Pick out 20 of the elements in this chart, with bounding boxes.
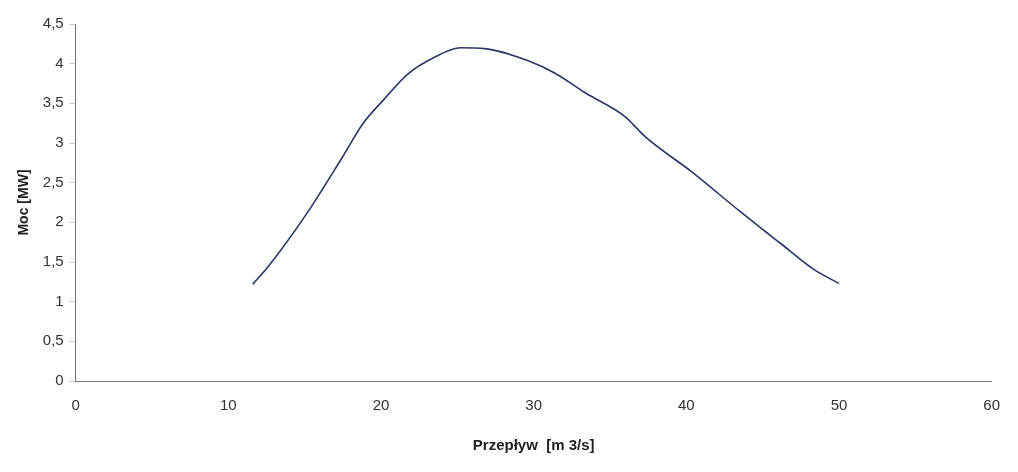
x-tick-label: 0 xyxy=(71,396,80,414)
y-tick-label: 0 xyxy=(55,371,64,389)
x-tick-label: 20 xyxy=(372,396,390,414)
y-tick-label: 2 xyxy=(55,212,64,230)
x-tick-label: 50 xyxy=(830,396,848,414)
y-axis-title: Moc [MW] xyxy=(15,169,32,236)
x-tick-label: 40 xyxy=(677,396,695,414)
line-series xyxy=(251,47,840,286)
y-tick-label: 1,5 xyxy=(42,252,64,270)
y-tick-label: 3 xyxy=(55,133,64,151)
x-axis-title: Przepływ [m 3/s] xyxy=(472,436,595,454)
y-tick-label: 1 xyxy=(55,291,64,309)
y-tick-label: 0,5 xyxy=(42,331,64,349)
y-tick-label: 3,5 xyxy=(42,93,64,111)
y-tick-label: 2,5 xyxy=(42,172,64,190)
y-tick-label: 4,5 xyxy=(42,14,64,32)
x-tick-label: 30 xyxy=(525,396,542,414)
x-tick-label: 10 xyxy=(219,396,237,414)
y-tick-label: 4 xyxy=(55,53,64,71)
x-tick-label: 60 xyxy=(983,396,1000,414)
